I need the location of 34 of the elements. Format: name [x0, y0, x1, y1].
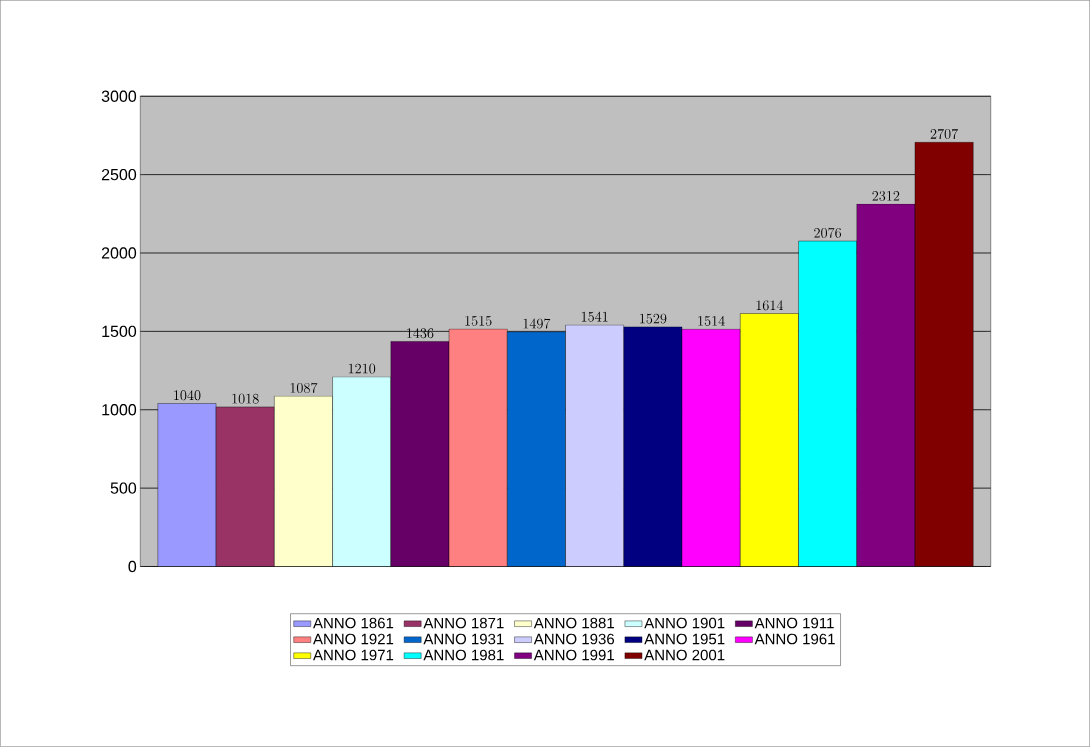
- data-label: 1515: [465, 316, 492, 326]
- legend-label: ANNO 1911: [754, 617, 834, 629]
- legend-label: ANNO 1861: [313, 617, 394, 629]
- legend-label: ANNO 1981: [423, 649, 504, 661]
- legend-label: ANNO 1931: [423, 633, 504, 645]
- data-label: 1614: [756, 300, 784, 311]
- legend-label: ANNO 1936: [533, 633, 615, 645]
- data-label: 1541: [581, 311, 608, 322]
- y-tick-label: 1500: [102, 325, 137, 338]
- data-label: 1087: [290, 382, 318, 393]
- legend-label: ANNO 1921: [313, 633, 394, 645]
- y-tick-label: 3000: [101, 90, 137, 103]
- data-label: 1514: [698, 316, 725, 327]
- data-label: 2707: [930, 128, 958, 140]
- legend-label: ANNO 1951: [644, 633, 725, 645]
- legend-label: ANNO 1961: [754, 633, 835, 645]
- data-label: 1018: [232, 393, 259, 404]
- legend-label: ANNO 1901: [644, 617, 725, 629]
- legend-label: ANNO 1971: [313, 649, 394, 661]
- data-label: 1040: [174, 390, 201, 401]
- legend-label: ANNO 1991: [533, 649, 614, 661]
- y-tick-label: 2500: [101, 169, 137, 181]
- legend-label: ANNO 1871: [423, 617, 504, 629]
- data-label: 2312: [872, 191, 900, 201]
- y-tick-label: 0: [128, 560, 137, 573]
- legend-label: ANNO 1881: [533, 617, 614, 629]
- y-tick-label: 1000: [102, 404, 137, 416]
- data-label: 1210: [348, 363, 376, 374]
- y-tick-label: 2000: [101, 247, 137, 259]
- legend-label: ANNO 2001: [644, 649, 725, 661]
- data-label: 1497: [523, 318, 551, 329]
- data-label: 2076: [814, 227, 842, 238]
- data-label: 1529: [640, 313, 667, 324]
- y-tick-label: 500: [110, 482, 137, 494]
